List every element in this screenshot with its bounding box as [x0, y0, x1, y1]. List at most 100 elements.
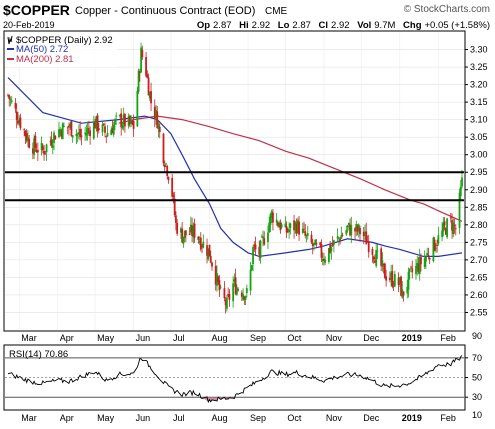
candle-body [166, 166, 169, 177]
chg-label: Chg [403, 20, 422, 31]
candle-body [208, 244, 211, 257]
candle-body [34, 135, 37, 149]
candle-body [267, 232, 269, 243]
candle-body [66, 126, 69, 128]
candle-body [324, 259, 327, 263]
candle-body [295, 223, 298, 234]
candle-body [43, 150, 45, 155]
quote-line: Op 2.87 Hi 2.92 Lo 2.87 Cl 2.92 Vol 9.7M Chg +… [197, 20, 490, 31]
candle-body [18, 121, 21, 124]
candle-body [279, 222, 282, 231]
candle-body [280, 224, 283, 228]
high-label: Hi [239, 20, 249, 31]
candle-body [321, 259, 324, 261]
close-value: 2.92 [331, 20, 350, 31]
candle-body [381, 260, 384, 267]
candle-body [432, 237, 435, 262]
candle-body [181, 228, 184, 243]
candle-body [97, 128, 100, 131]
candle-body [147, 77, 150, 96]
candle-body [331, 244, 334, 246]
candle-body [202, 241, 205, 248]
candle-body [193, 223, 196, 238]
candle-body [347, 222, 350, 226]
candle-body [75, 134, 78, 137]
price-tick-label: 2.60 [470, 290, 488, 300]
candle-body [245, 288, 248, 294]
candle-body [240, 292, 243, 297]
candle-body [77, 132, 80, 134]
candle-body [323, 258, 325, 261]
watermark: © StockCharts.com [404, 4, 490, 15]
candle-body [217, 276, 220, 283]
price-tick-label: 3.00 [470, 150, 488, 160]
candle-body [15, 111, 18, 120]
candle-body [259, 240, 262, 259]
chart-description: Copper - Continuous Contract (EOD) [75, 5, 255, 17]
candle-body [313, 242, 315, 244]
candle-body [341, 234, 344, 236]
bottom-month-tick-label: Dec [363, 413, 380, 423]
candle-body [184, 230, 187, 236]
candle-body [211, 262, 213, 267]
candle-body [53, 132, 55, 143]
candlestick-series [7, 42, 463, 314]
candle-body [70, 121, 73, 137]
candle-body [216, 273, 218, 286]
candle-body [293, 220, 295, 231]
candle-body [51, 145, 54, 148]
candle-body [418, 256, 421, 274]
candle-body [397, 277, 400, 285]
candle-body [122, 114, 125, 125]
price-tick-label: 3.25 [470, 62, 488, 72]
month-tick-label: Oct [287, 333, 302, 343]
candle-body [120, 113, 123, 128]
candle-body [337, 237, 340, 239]
close-label: Cl [319, 20, 329, 31]
candle-body [252, 246, 254, 265]
candle-body [146, 74, 149, 78]
rsi-tick-label: 70 [472, 353, 482, 363]
candle-body [145, 57, 147, 76]
candle-body [162, 133, 165, 164]
candle-body [372, 256, 375, 260]
ma50-line [7, 77, 463, 258]
candle-body [362, 231, 365, 237]
candle-body [8, 95, 11, 99]
price-tick-label: 2.75 [470, 237, 488, 247]
candle-body [242, 294, 244, 300]
open-value: 2.87 [213, 20, 232, 31]
price-tick-label: 2.85 [470, 202, 488, 212]
ma200-layer [118, 115, 463, 222]
price-tick-label: 3.15 [470, 97, 488, 107]
price-tick-label: 3.20 [470, 80, 488, 90]
candle-body [398, 277, 401, 283]
candle-body [406, 286, 409, 294]
candle-body [393, 274, 396, 287]
candle-body [275, 219, 278, 223]
candle-body [452, 222, 455, 235]
candle-body [359, 227, 361, 235]
candle-body [207, 248, 210, 260]
candle-body [36, 149, 39, 153]
price-tick-label: 3.30 [470, 45, 488, 55]
high-value: 2.92 [252, 20, 271, 31]
candle-body [269, 214, 272, 225]
candle-body [131, 120, 134, 125]
candle-body [85, 133, 88, 136]
candle-body [71, 135, 74, 138]
candle-body [376, 250, 379, 252]
candle-body [23, 129, 26, 131]
candle-body [102, 123, 105, 125]
candle-body [355, 224, 358, 230]
candle-body [110, 129, 113, 135]
candle-body [270, 211, 273, 218]
month-tick-label: Nov [326, 333, 343, 343]
candle-body [420, 256, 422, 265]
candle-body [254, 244, 257, 250]
ma50-layer [7, 77, 463, 258]
candle-body [371, 248, 374, 255]
candle-body [192, 225, 195, 237]
bottom-month-tick-label: 2019 [402, 413, 422, 423]
candle-body [354, 228, 356, 232]
